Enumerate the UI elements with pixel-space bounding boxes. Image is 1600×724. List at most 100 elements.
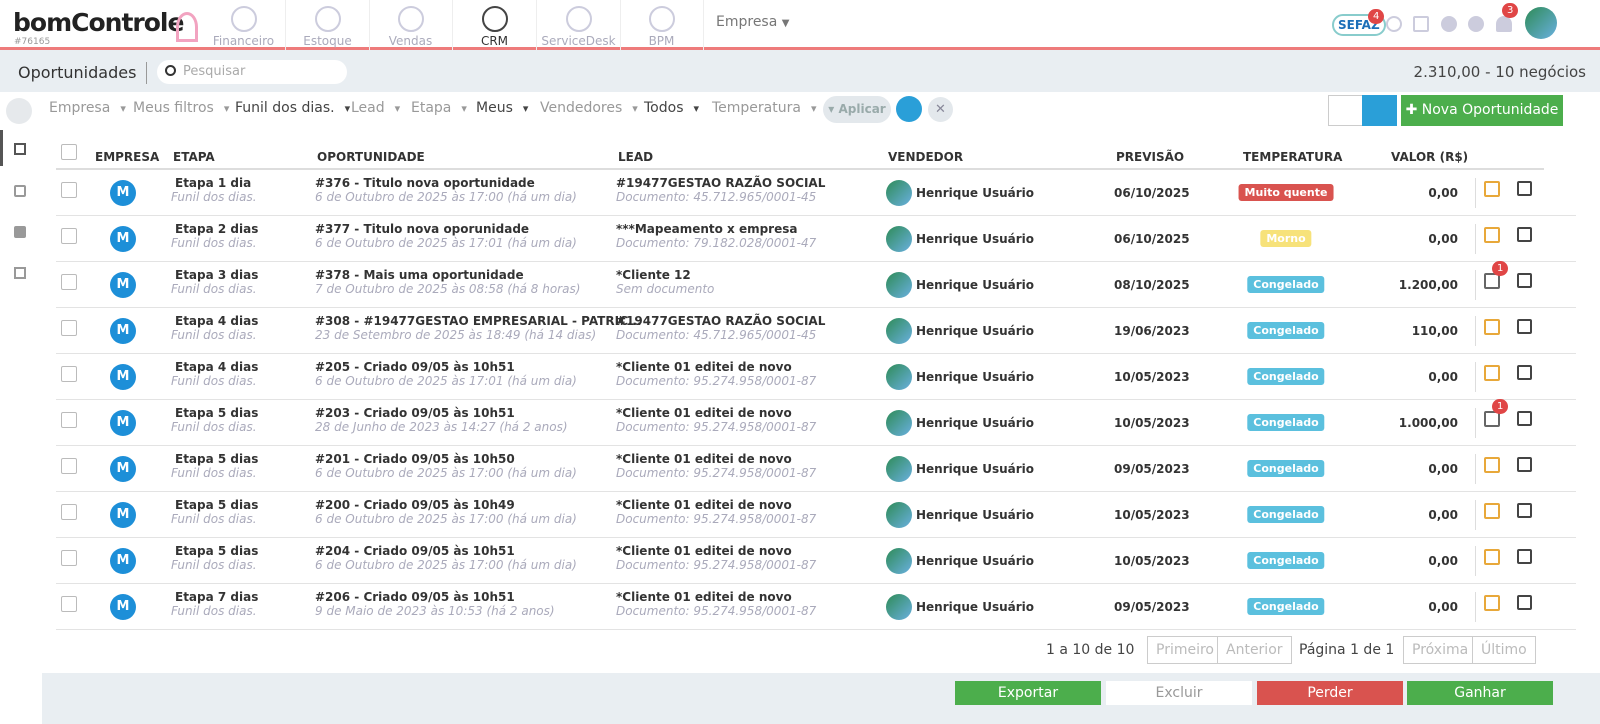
- opportunity[interactable]: #204 - Criado 09/05 às 10h51: [315, 544, 515, 558]
- edit-action[interactable]: [1517, 365, 1532, 380]
- delete-button[interactable]: Excluir: [1106, 681, 1252, 705]
- nav-item[interactable]: BPM: [620, 0, 704, 50]
- calendar-action[interactable]: [1484, 411, 1500, 427]
- row-checkbox[interactable]: [61, 366, 77, 382]
- calendar-action[interactable]: [1484, 181, 1500, 197]
- whatsapp-icon[interactable]: [1386, 16, 1402, 32]
- forecast: 10/05/2023: [1114, 508, 1190, 522]
- company-select[interactable]: Empresa ▼: [716, 14, 790, 30]
- grid-view[interactable]: [1328, 95, 1363, 126]
- value: 0,00: [1428, 600, 1458, 614]
- lead: *Cliente 01 editei de novo: [616, 406, 792, 420]
- apply-button[interactable]: ▾ Aplicar: [823, 96, 891, 123]
- row-checkbox[interactable]: [61, 458, 77, 474]
- back-button[interactable]: [6, 98, 32, 124]
- win-button[interactable]: Ganhar: [1407, 681, 1553, 705]
- calendar-action[interactable]: [1484, 595, 1500, 611]
- row-checkbox[interactable]: [61, 504, 77, 520]
- divider: [1475, 454, 1476, 484]
- calendar-action[interactable]: [1484, 273, 1500, 289]
- value: 0,00: [1428, 462, 1458, 476]
- sidebar-icon[interactable]: [14, 185, 26, 197]
- bell-icon[interactable]: [1496, 16, 1512, 32]
- filter[interactable]: Lead: [351, 100, 400, 116]
- opportunity[interactable]: #377 - Titulo nova oporunidade: [315, 222, 530, 236]
- edit-action[interactable]: [1517, 227, 1532, 242]
- logo[interactable]: bomControle: [13, 8, 184, 37]
- filter[interactable]: Empresa: [49, 100, 126, 116]
- column-header: OPORTUNIDADE: [317, 150, 425, 164]
- previous-page[interactable]: Anterior: [1217, 636, 1292, 664]
- opportunity[interactable]: #200 - Criado 09/05 às 10h49: [315, 498, 515, 512]
- opportunity[interactable]: #378 - Mais uma oportunidade: [315, 268, 524, 282]
- row-checkbox[interactable]: [61, 596, 77, 612]
- filter[interactable]: Meus filtros: [133, 100, 229, 116]
- page-info: Página 1 de 1: [1299, 642, 1395, 658]
- edit-action[interactable]: [1517, 273, 1532, 288]
- calendar-action[interactable]: [1484, 365, 1500, 381]
- opportunity[interactable]: #205 - Criado 09/05 às 10h51: [315, 360, 515, 374]
- last-page[interactable]: Último: [1472, 636, 1536, 664]
- edit-action[interactable]: [1517, 595, 1532, 610]
- filter[interactable]: Funil dos dias.: [235, 100, 350, 116]
- sidebar-icon[interactable]: [14, 267, 26, 279]
- divider: [1475, 316, 1476, 346]
- list-view[interactable]: [1362, 95, 1397, 126]
- edit-action[interactable]: [1517, 503, 1532, 518]
- lose-button[interactable]: Perder: [1257, 681, 1403, 705]
- search[interactable]: Pesquisar: [157, 60, 347, 84]
- opportunity-date: 9 de Maio de 2023 às 10:53 (há 2 anos): [315, 604, 555, 618]
- help-icon[interactable]: [1468, 16, 1484, 32]
- filter[interactable]: Vendedores: [540, 100, 638, 116]
- sidebar-icon[interactable]: [14, 143, 26, 155]
- calendar-action[interactable]: [1484, 227, 1500, 243]
- export-button[interactable]: Exportar: [955, 681, 1101, 705]
- calendar-action[interactable]: [1484, 549, 1500, 565]
- clear-button[interactable]: ✕: [928, 97, 953, 122]
- edit-action[interactable]: [1517, 411, 1532, 426]
- refresh-button[interactable]: [896, 96, 922, 122]
- lead: ***Mapeamento x empresa: [616, 222, 798, 236]
- opportunity[interactable]: #376 - Titulo nova oportunidade: [315, 176, 535, 190]
- new-opportunity[interactable]: ✚ Nova Oportunidade: [1401, 95, 1563, 126]
- nav-item[interactable]: Financeiro: [202, 0, 286, 50]
- sidebar-icon[interactable]: [14, 226, 26, 238]
- edit-action[interactable]: [1517, 549, 1532, 564]
- forecast: 09/05/2023: [1114, 462, 1190, 476]
- opportunity[interactable]: #206 - Criado 09/05 às 10h51: [315, 590, 515, 604]
- column-header: VENDEDOR: [888, 150, 964, 164]
- opportunity[interactable]: #308 - #19477GESTAO EMPRESARIAL - PATRIC…: [315, 314, 642, 328]
- nav-item[interactable]: Vendas: [369, 0, 453, 50]
- filter[interactable]: Meus: [476, 100, 528, 116]
- opportunity[interactable]: #203 - Criado 09/05 às 10h51: [315, 406, 515, 420]
- calendar-icon[interactable]: [1413, 16, 1429, 32]
- row-checkbox[interactable]: [61, 274, 77, 290]
- opportunity[interactable]: #201 - Criado 09/05 às 10h50: [315, 452, 515, 466]
- nav-item[interactable]: CRM: [453, 0, 537, 50]
- edit-action[interactable]: [1517, 181, 1532, 196]
- calendar-action[interactable]: [1484, 457, 1500, 473]
- calendar-action[interactable]: [1484, 503, 1500, 519]
- select-all[interactable]: [61, 144, 77, 160]
- calendar-action[interactable]: [1484, 319, 1500, 335]
- first-page[interactable]: Primeiro: [1147, 636, 1223, 664]
- filter[interactable]: Todos: [644, 100, 699, 116]
- filter[interactable]: Temperatura: [712, 100, 817, 116]
- user-avatar[interactable]: [1525, 7, 1557, 39]
- value: 0,00: [1428, 554, 1458, 568]
- row-checkbox[interactable]: [61, 228, 77, 244]
- nav-item[interactable]: Estoque: [286, 0, 370, 50]
- row-checkbox[interactable]: [61, 320, 77, 336]
- row-checkbox[interactable]: [61, 412, 77, 428]
- company-avatar: M: [110, 548, 136, 574]
- row-checkbox[interactable]: [61, 550, 77, 566]
- row-checkbox[interactable]: [61, 182, 77, 198]
- value: 0,00: [1428, 232, 1458, 246]
- edit-action[interactable]: [1517, 319, 1532, 334]
- divider: [1475, 592, 1476, 622]
- next-page[interactable]: Próxima: [1403, 636, 1478, 664]
- nav-item[interactable]: ServiceDesk: [537, 0, 621, 50]
- settings-icon[interactable]: [1441, 16, 1457, 32]
- edit-action[interactable]: [1517, 457, 1532, 472]
- filter[interactable]: Etapa: [411, 100, 467, 116]
